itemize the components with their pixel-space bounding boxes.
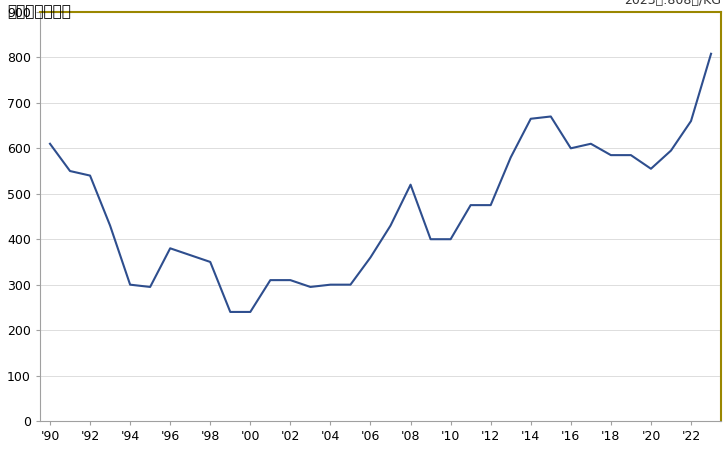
Text: 輸入価格の推移: 輸入価格の推移 [7, 4, 71, 19]
Text: 2023年:808円/KG: 2023年:808円/KG [624, 0, 721, 8]
